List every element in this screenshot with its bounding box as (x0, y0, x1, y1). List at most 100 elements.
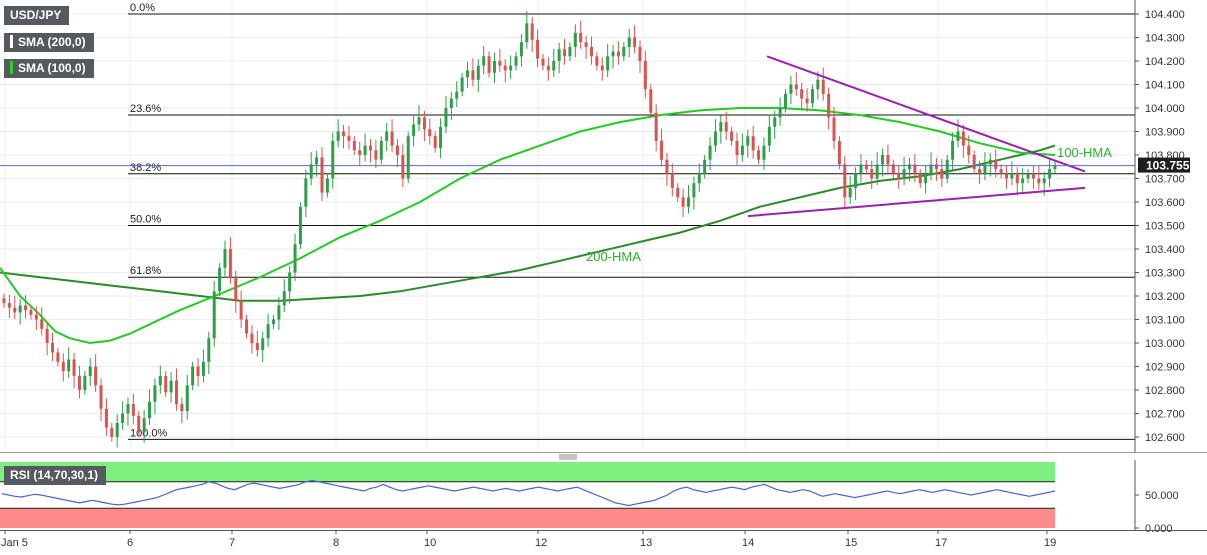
candle-body (282, 291, 286, 306)
candle-body (724, 122, 728, 132)
candle-body (1048, 169, 1052, 179)
candle-body (455, 91, 459, 99)
candle-body (789, 84, 793, 94)
candle-body (649, 89, 653, 113)
candle-body (67, 359, 71, 372)
time-tick-label: Jan 5 (1, 537, 28, 549)
candle-body (466, 70, 470, 78)
rsi-tick-label: 0.000 (1145, 523, 1173, 535)
price-tick-label: 102.800 (1145, 385, 1185, 397)
rsi-legend[interactable]: RSI (14,70,30,1) (4, 466, 107, 485)
sma200-legend[interactable]: SMA (200,0) (4, 33, 94, 52)
candle-body (342, 131, 346, 137)
candle-body (51, 343, 55, 353)
candle-body (730, 131, 734, 141)
fib-level-label: 0.0% (130, 2, 155, 14)
candle-body (967, 145, 971, 155)
last-price-label: 103.755 (1146, 159, 1190, 173)
candle-body (255, 343, 259, 351)
candle-body (924, 173, 928, 184)
candle-body (266, 324, 270, 339)
candle-body (180, 404, 184, 412)
candle-body (29, 310, 33, 315)
time-tick-label: 12 (535, 537, 547, 549)
candle-body (390, 131, 394, 146)
candle-body (239, 300, 243, 320)
candle-body (13, 307, 17, 313)
fibonacci-levels: 0.0% 23.6% 38.2% 50.0% 61.8% 100.0% (128, 2, 1135, 440)
time-tick-label: 8 (333, 537, 339, 549)
candle-body (412, 124, 416, 137)
candle-body (536, 39, 540, 59)
candle-body (519, 42, 523, 57)
trendline (766, 55, 1086, 173)
hma100-line (0, 107, 1056, 345)
candle-body (978, 169, 982, 174)
candle-body (816, 79, 820, 90)
time-tick-label: 19 (1044, 537, 1056, 549)
hma200-line (0, 144, 1056, 302)
candle-body (234, 277, 238, 301)
fib-level-label: 100.0% (130, 427, 168, 439)
candle-body (546, 65, 550, 71)
candle-body (121, 413, 125, 423)
price-tick-label: 104.000 (1145, 103, 1185, 115)
panel-resize-handle[interactable] (558, 454, 578, 460)
candle-body (417, 117, 421, 125)
candle-body (369, 145, 373, 151)
candle-body (692, 183, 696, 198)
candle-body (676, 187, 680, 198)
fib-level-label: 61.8% (130, 265, 161, 277)
candle-body (1053, 165, 1057, 170)
hma100-label: 100-HMA (1057, 145, 1112, 160)
rsi-panel: 50.000 0.000 (0, 452, 1207, 535)
candle-body (88, 366, 92, 376)
candle-body (131, 404, 135, 416)
candle-body (185, 385, 189, 412)
candle-body (638, 46, 642, 61)
candle-body (875, 164, 879, 179)
candle-body (277, 305, 281, 320)
candle-body (1004, 173, 1008, 179)
candle-body (99, 385, 103, 409)
candle-body (579, 32, 583, 43)
candle-body (611, 51, 615, 57)
candle-body (784, 93, 788, 108)
candle-body (83, 375, 87, 390)
candle-body (665, 159, 669, 174)
time-tick-label: 15 (845, 537, 857, 549)
candle-body (891, 164, 895, 174)
price-tick-label: 103.400 (1145, 244, 1185, 256)
candle-body (379, 140, 383, 160)
price-tick-label: 104.300 (1145, 33, 1185, 45)
candle-body (395, 145, 399, 155)
candle-body (913, 164, 917, 174)
candle-body (805, 98, 809, 104)
candle-body (94, 366, 98, 386)
candle-body (347, 136, 351, 141)
candle-body (843, 164, 847, 198)
sma100-legend[interactable]: SMA (100,0) (4, 59, 94, 78)
candle-body (250, 333, 254, 343)
candle-body (660, 140, 664, 160)
candle-body (713, 131, 717, 146)
candle-body (110, 427, 114, 437)
candle-body (837, 140, 841, 165)
price-tick-label: 103.600 (1145, 197, 1185, 209)
candle-body (471, 70, 475, 80)
hma200-label: 200-HMA (586, 249, 641, 264)
fib-level-label: 23.6% (130, 103, 161, 115)
candle-body (115, 422, 119, 437)
candle-body (228, 249, 232, 278)
trendline (747, 186, 1086, 218)
candle-body (320, 157, 324, 193)
symbol-label: USD/JPY (10, 8, 62, 22)
candle-body (778, 108, 782, 118)
candle-body (153, 385, 157, 402)
candle-body (956, 131, 960, 141)
candle-body (821, 79, 825, 94)
candle-body (573, 32, 577, 47)
symbol-legend[interactable]: USD/JPY (4, 6, 70, 25)
candle-body (622, 46, 626, 57)
candle-body (61, 361, 65, 372)
